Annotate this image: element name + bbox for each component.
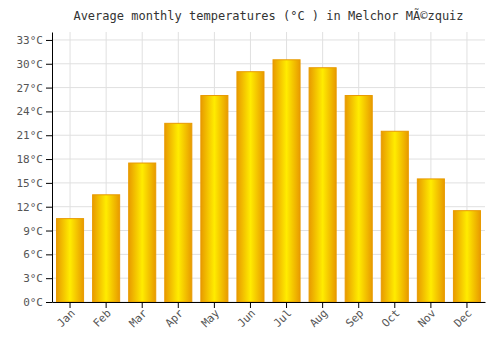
grid xyxy=(52,32,485,302)
x-tick-label: Dec xyxy=(451,307,474,330)
y-tick-mark xyxy=(46,231,52,232)
x-axis: Jan Feb Mar Apr May Jun Jul Aug Sep Oct Nov Dec xyxy=(53,302,486,330)
x-tick-label: Apr xyxy=(163,306,187,330)
x-tick-label: May xyxy=(199,306,223,330)
chart-container: Jan Feb Mar Apr May Jun Jul Aug Sep Oct Nov Dec 0°C 3… xyxy=(0,0,500,350)
x-tick-mark xyxy=(178,302,179,308)
y-tick: 24°C xyxy=(17,105,53,118)
y-tick-mark xyxy=(46,207,52,208)
x-tick-mark xyxy=(142,302,143,308)
x-tick-mark xyxy=(466,302,467,308)
grid-line xyxy=(52,159,485,160)
y-tick-label: 18°C xyxy=(17,153,44,166)
x-tick-label: Jul xyxy=(271,307,294,330)
y-tick-mark xyxy=(46,302,52,303)
x-tick-label: Aug xyxy=(307,307,330,330)
bar xyxy=(309,68,336,302)
y-tick-label: 27°C xyxy=(17,82,44,95)
x-tick-mark xyxy=(286,302,287,308)
x-tick-mark xyxy=(322,302,323,308)
y-tick-mark xyxy=(46,135,52,136)
y-tick-mark xyxy=(46,278,52,279)
x-tick-label: Jun xyxy=(235,307,258,330)
x-tick: Dec xyxy=(451,302,474,330)
chart-svg: Jan Feb Mar Apr May Jun Jul Aug Sep Oct Nov Dec 0°C 3… xyxy=(0,0,500,350)
x-tick-mark xyxy=(358,302,359,308)
y-tick-label: 0°C xyxy=(23,296,43,309)
x-tick: Jul xyxy=(271,302,294,330)
y-tick: 0°C xyxy=(23,296,52,309)
y-tick-label: 12°C xyxy=(17,201,44,214)
bar xyxy=(417,179,444,302)
y-tick: 15°C xyxy=(17,177,53,190)
bar xyxy=(345,96,372,302)
x-tick-mark xyxy=(106,302,107,308)
bar xyxy=(237,72,264,302)
grid-line xyxy=(52,39,485,40)
bar xyxy=(93,195,120,302)
y-tick-label: 9°C xyxy=(23,225,43,238)
grid-line xyxy=(52,111,485,112)
grid-line xyxy=(52,87,485,88)
x-tick-label: Feb xyxy=(91,307,114,330)
y-tick-mark xyxy=(46,88,52,89)
y-tick: 9°C xyxy=(23,225,52,238)
x-tick: Feb xyxy=(91,302,114,330)
x-tick: Jan xyxy=(55,302,78,330)
bar xyxy=(129,163,156,302)
x-tick: Oct xyxy=(379,302,402,330)
y-tick: 30°C xyxy=(17,58,53,71)
bar xyxy=(381,131,408,302)
x-tick: Jun xyxy=(235,302,258,330)
x-axis-line xyxy=(53,302,486,303)
bar xyxy=(57,219,84,302)
x-tick: Sep xyxy=(343,302,366,330)
x-tick-mark xyxy=(430,302,431,308)
y-axis: 0°C 3°C 6°C 9°C 12°C 15°C 18°C 21°C 24°C 27°C 30°C… xyxy=(17,33,53,310)
plot-area xyxy=(57,60,481,302)
x-tick: Nov xyxy=(415,302,439,330)
x-tick-label: Nov xyxy=(415,306,439,330)
bar xyxy=(165,123,192,302)
x-tick: Apr xyxy=(163,302,187,330)
x-tick-mark xyxy=(214,302,215,308)
bar xyxy=(201,96,228,302)
x-tick: Aug xyxy=(307,302,330,330)
y-tick-mark xyxy=(46,159,52,160)
y-tick-label: 21°C xyxy=(17,129,44,142)
y-tick: 18°C xyxy=(17,153,53,166)
grid-line xyxy=(52,135,485,136)
x-tick-mark xyxy=(250,302,251,308)
x-tick: Mar xyxy=(127,302,151,330)
y-axis-line xyxy=(52,33,53,303)
y-tick-label: 30°C xyxy=(17,58,44,71)
grid-line xyxy=(52,63,485,64)
y-tick-mark xyxy=(46,40,52,41)
y-tick-label: 6°C xyxy=(23,248,43,261)
x-tick-label: Sep xyxy=(343,307,366,330)
y-tick-label: 24°C xyxy=(17,105,44,118)
y-tick-label: 33°C xyxy=(17,34,44,47)
x-tick-label: Mar xyxy=(127,306,151,330)
chart-title: Average monthly temperatures (°C ) in Me… xyxy=(73,8,463,23)
bar xyxy=(273,60,300,302)
x-tick: May xyxy=(199,302,223,330)
x-tick-label: Jan xyxy=(55,307,78,330)
y-tick: 33°C xyxy=(17,34,53,47)
y-tick: 27°C xyxy=(17,82,53,95)
bar xyxy=(453,211,480,302)
x-tick-mark xyxy=(70,302,71,308)
y-tick-mark xyxy=(46,111,52,112)
y-tick-label: 15°C xyxy=(17,177,44,190)
y-tick-mark xyxy=(46,254,52,255)
y-tick: 21°C xyxy=(17,129,53,142)
y-tick-label: 3°C xyxy=(23,272,43,285)
x-tick-label: Oct xyxy=(379,307,402,330)
y-tick: 12°C xyxy=(17,201,53,214)
y-tick-mark xyxy=(46,183,52,184)
y-tick: 6°C xyxy=(23,248,52,261)
x-tick-mark xyxy=(394,302,395,308)
y-tick-mark xyxy=(46,64,52,65)
y-tick: 3°C xyxy=(23,272,52,285)
